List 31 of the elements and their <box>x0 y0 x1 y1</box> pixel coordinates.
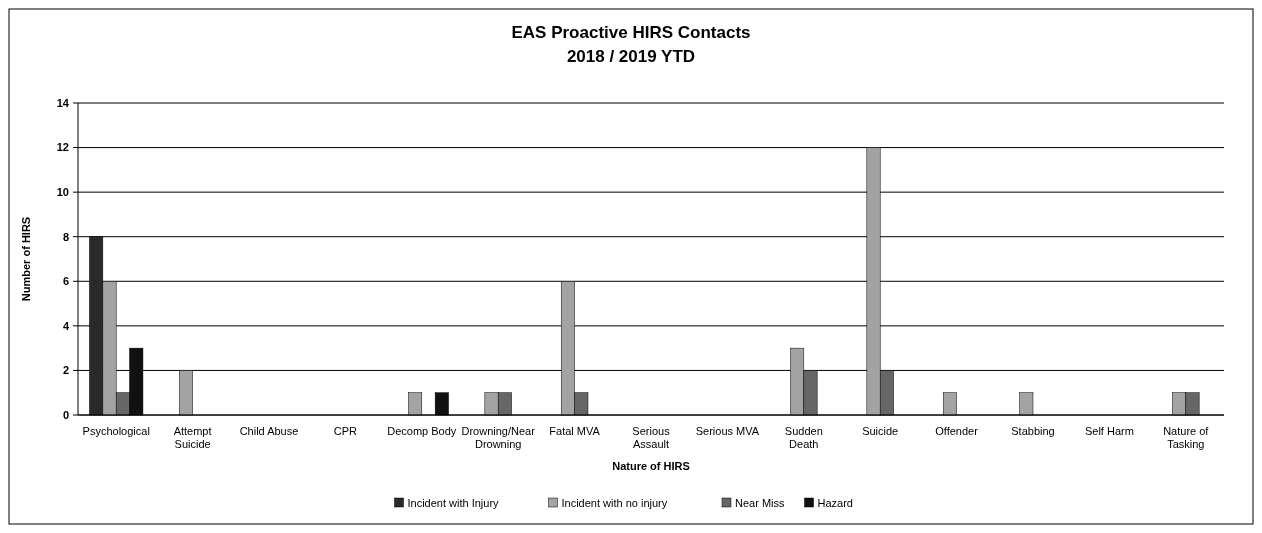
y-tick-label: 8 <box>62 230 69 243</box>
x-tick-label: Suicide <box>862 425 899 437</box>
x-tick-label: Decomp Body <box>387 425 457 437</box>
y-tick-label: 4 <box>62 319 70 332</box>
chart-title: EAS Proactive HIRS Contacts <box>511 23 751 42</box>
legend-label: Hazard <box>817 496 853 509</box>
x-tick-label: Serious MVA <box>695 425 760 437</box>
x-tick-label: Nature of Tasking <box>1163 425 1210 450</box>
x-tick-label: Stabbing <box>1011 425 1055 437</box>
x-tick-label: Psychological <box>82 425 150 437</box>
x-tick-label: Serious Assault <box>632 425 671 450</box>
y-tick-label: 10 <box>56 185 69 198</box>
x-tick-label: Attempt Suicide <box>173 425 212 450</box>
y-tick-label: 6 <box>62 275 69 288</box>
x-tick-label: Sudden Death <box>784 425 823 450</box>
x-tick-label: CPR <box>333 425 358 437</box>
legend-label: Incident with Injury <box>407 496 500 509</box>
x-axis-title: Nature of HIRS <box>612 460 690 472</box>
chart-subtitle: 2018 / 2019 YTD <box>566 47 696 66</box>
x-tick-label: Offender <box>935 425 979 437</box>
x-tick-label: Drowning/Near Drowning <box>461 425 536 450</box>
y-tick-label: 14 <box>56 96 70 109</box>
y-axis-title: Number of HIRS <box>20 216 32 302</box>
y-tick-label: 2 <box>62 364 69 377</box>
legend-label: Incident with no injury <box>561 496 668 509</box>
x-tick-label: Child Abuse <box>239 425 299 437</box>
y-tick-label: 12 <box>56 141 69 154</box>
y-tick-label: 0 <box>62 408 69 421</box>
x-tick-label: Self Harm <box>1084 425 1134 437</box>
x-tick-label: Fatal MVA <box>549 425 601 437</box>
legend-label: Near Miss <box>735 496 786 509</box>
